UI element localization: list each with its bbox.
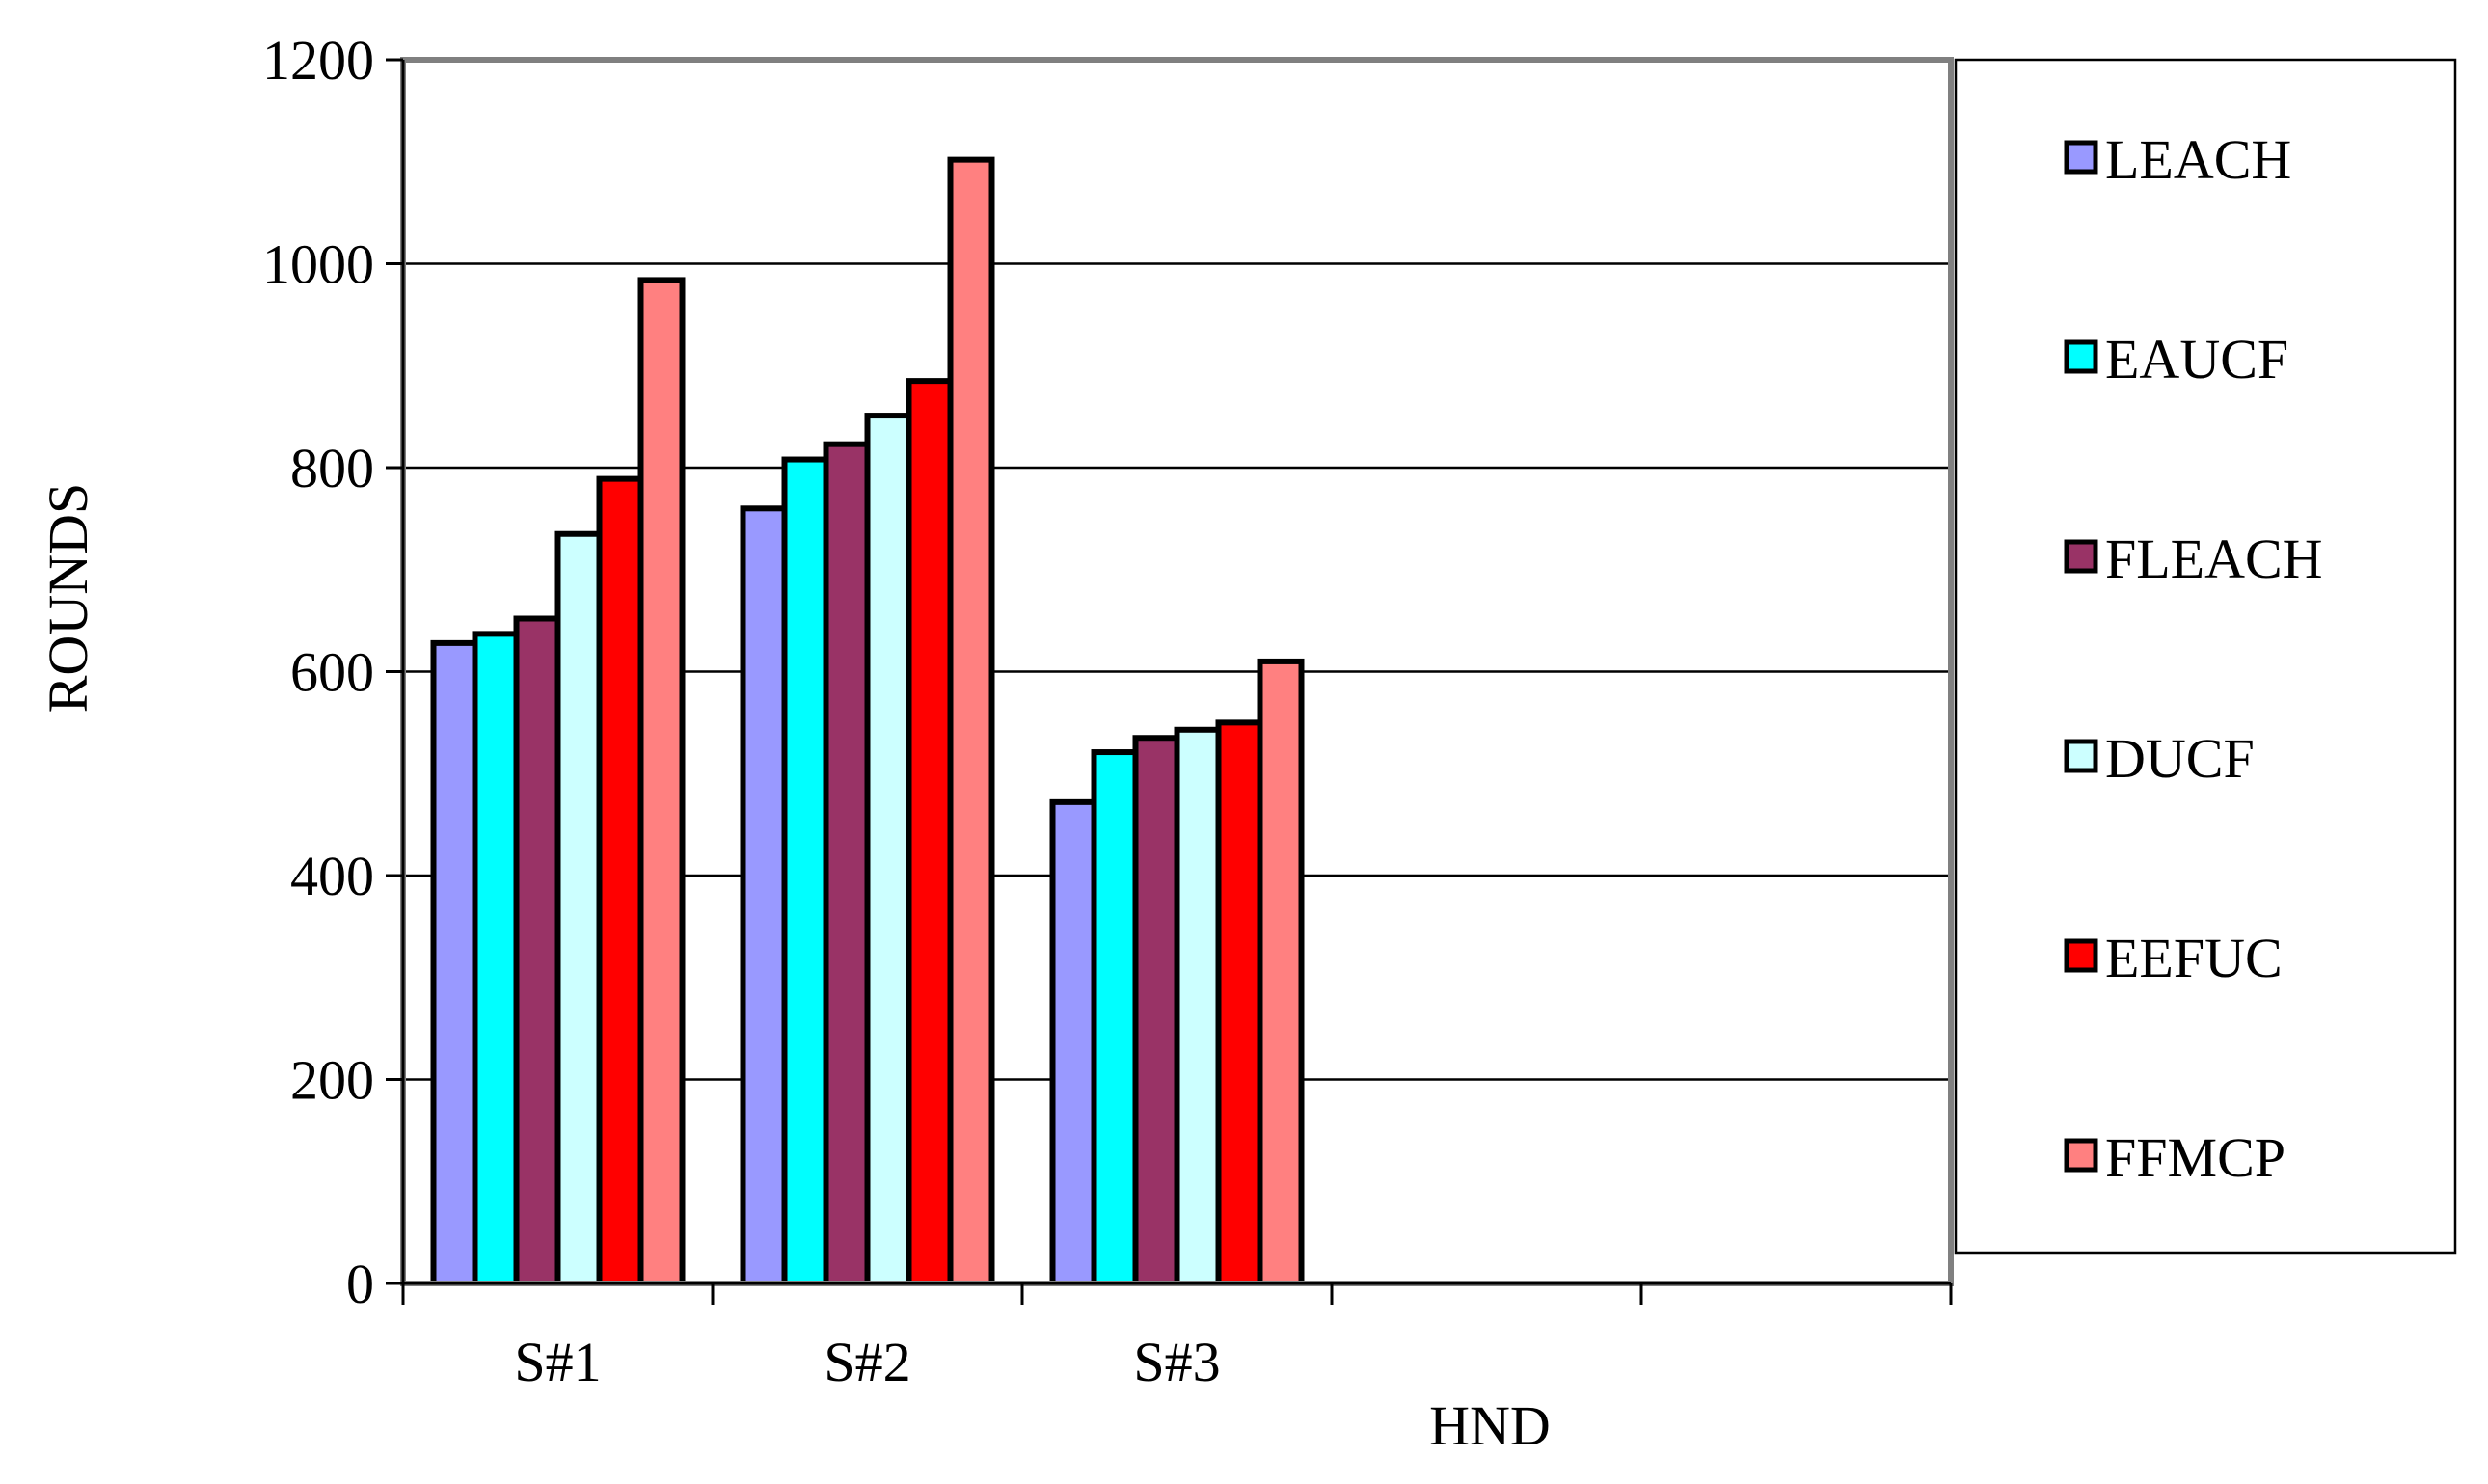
bar-eaucf-2 <box>781 456 829 1287</box>
legend-box <box>1954 58 2457 1255</box>
bar-ffmcp-1 <box>637 277 686 1286</box>
legend-label-ducf: DUCF <box>2105 727 2255 790</box>
bar-ffmcp-3 <box>1257 658 1305 1286</box>
y-axis-label: ROUNDS <box>37 483 99 714</box>
y-tick-label: 600 <box>290 641 374 704</box>
y-tick-labels: 0 200 400 600 800 1000 1200 <box>262 29 374 1315</box>
legend-label-ffmcp: FFMCP <box>2105 1126 2285 1189</box>
bar-leach-1 <box>430 639 478 1286</box>
bar-eefuc-1 <box>596 475 644 1286</box>
legend-label-fleach: FLEACH <box>2105 527 2323 590</box>
x-axis-label: HND <box>1429 1394 1551 1457</box>
legend-swatch-ffmcp <box>2064 1138 2098 1173</box>
y-tick-label: 1200 <box>262 29 374 92</box>
legend-label-eaucf: EAUCF <box>2105 328 2288 391</box>
bar-ducf-2 <box>864 413 912 1286</box>
legend-swatch-eaucf <box>2064 339 2098 374</box>
y-tick-label: 800 <box>290 437 374 499</box>
bars <box>430 156 1305 1287</box>
legend-label-eefuc: EEFUC <box>2105 927 2283 989</box>
legend-swatch-ducf <box>2064 739 2098 773</box>
bar-eaucf-1 <box>472 631 520 1286</box>
bar-eefuc-3 <box>1215 719 1263 1286</box>
bar-eefuc-2 <box>906 378 954 1286</box>
y-tick-label: 0 <box>346 1253 374 1315</box>
y-tick-label: 1000 <box>262 233 374 296</box>
y-tick-label: 200 <box>290 1049 374 1112</box>
bar-leach-2 <box>740 505 788 1286</box>
y-tick-label: 400 <box>290 845 374 907</box>
legend: LEACH EAUCF FLEACH DUCF EEFUC FFMCP <box>1954 58 2457 1255</box>
legend-swatch-fleach <box>2064 539 2098 574</box>
x-tick-label: S#2 <box>824 1331 910 1393</box>
bar-leach-3 <box>1049 798 1097 1286</box>
x-tick-label: S#1 <box>514 1331 601 1393</box>
x-tick-labels: S#1 S#2 S#3 <box>514 1331 1220 1393</box>
bar-ffmcp-2 <box>947 156 995 1286</box>
x-tick-label: S#3 <box>1133 1331 1220 1393</box>
bar-ducf-3 <box>1174 726 1222 1286</box>
legend-swatch-leach <box>2064 140 2098 175</box>
bar-fleach-1 <box>513 615 561 1286</box>
bar-ducf-1 <box>554 530 603 1286</box>
legend-swatch-eefuc <box>2064 938 2098 973</box>
legend-label-leach: LEACH <box>2105 128 2291 191</box>
bar-fleach-2 <box>823 441 871 1286</box>
bar-fleach-3 <box>1132 735 1180 1286</box>
bar-eaucf-3 <box>1091 749 1139 1286</box>
axes <box>386 58 1953 1305</box>
